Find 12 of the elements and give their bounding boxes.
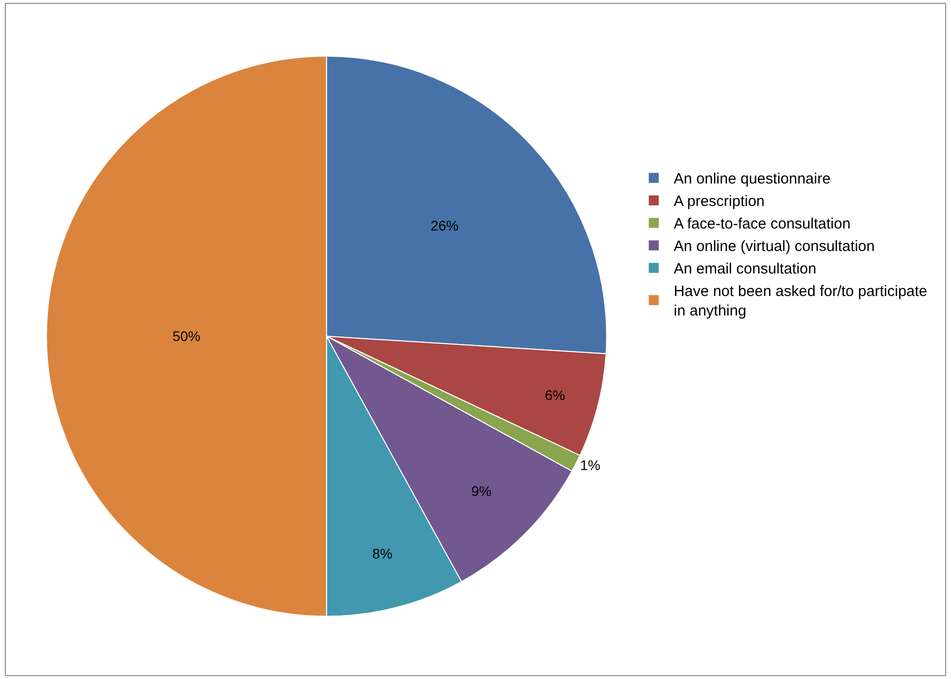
legend-label: An online questionnaire xyxy=(674,170,831,188)
data-label: 6% xyxy=(544,386,566,403)
legend-label: A prescription xyxy=(674,193,765,210)
data-label: 8% xyxy=(372,545,392,562)
legend-label: An online (virtual) consultation xyxy=(674,238,875,256)
data-label: 50% xyxy=(172,328,201,344)
data-label: 26% xyxy=(430,217,459,234)
legend-label: A face-to-face consultation xyxy=(674,216,851,233)
data-label: 9% xyxy=(471,483,492,500)
legend-label: An email consultation xyxy=(674,260,816,278)
data-label: 1% xyxy=(580,457,600,474)
legend-label: Have not been asked for/to participate in anything xyxy=(674,283,928,320)
